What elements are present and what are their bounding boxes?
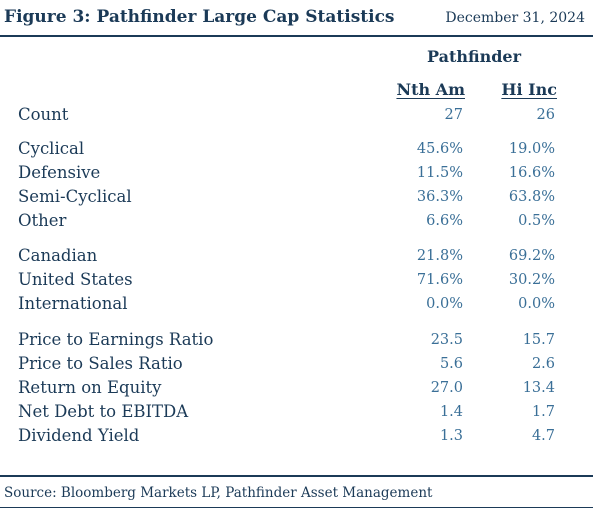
nth-am-value: 27 (444, 107, 463, 123)
row-label: Count (18, 105, 69, 124)
hi-inc-value: 1.7 (531, 404, 555, 420)
table-row: Count 27 26 (0, 105, 593, 129)
table-row: Cyclical 45.6% 19.0% (0, 139, 593, 163)
source-note: Source: Bloomberg Markets LP, Pathfinder… (4, 485, 433, 501)
nth-am-value: 1.4 (439, 404, 463, 420)
figure-header: Figure 3: Pathfinder Large Cap Statistic… (0, 0, 593, 37)
group-header: Pathfinder (426, 47, 522, 66)
hi-inc-value: 0.0% (518, 296, 555, 312)
nth-am-value: 1.3 (439, 428, 463, 444)
nth-am-value: 45.6% (416, 141, 463, 157)
row-label: Defensive (18, 163, 101, 182)
table-row: United States 71.6% 30.2% (0, 270, 593, 294)
hi-inc-value: 26 (536, 107, 555, 123)
row-label: Net Debt to EBITDA (18, 402, 189, 421)
row-label: United States (18, 270, 133, 289)
column-header-nth-am: Nth Am (396, 80, 465, 99)
nth-am-value: 21.8% (416, 248, 463, 264)
hi-inc-value: 16.6% (508, 165, 555, 181)
hi-inc-value: 15.7 (522, 332, 555, 348)
row-label: International (18, 294, 128, 313)
row-label: Price to Earnings Ratio (18, 330, 214, 349)
nth-am-value: 36.3% (416, 189, 463, 205)
row-label: Canadian (18, 246, 98, 265)
row-label: Dividend Yield (18, 426, 140, 445)
figure-title: Figure 3: Pathfinder Large Cap Statistic… (4, 7, 395, 27)
nth-am-value: 71.6% (416, 272, 463, 288)
table-row: Other 6.6% 0.5% (0, 211, 593, 235)
hi-inc-value: 4.7 (531, 428, 555, 444)
hi-inc-value: 69.2% (508, 248, 555, 264)
nth-am-value: 11.5% (416, 165, 463, 181)
nth-am-value: 6.6% (426, 213, 463, 229)
table-row: Canadian 21.8% 69.2% (0, 246, 593, 270)
table-row: Semi-Cyclical 36.3% 63.8% (0, 187, 593, 211)
footer-divider (0, 507, 593, 508)
figure-date: December 31, 2024 (445, 10, 585, 26)
hi-inc-value: 63.8% (508, 189, 555, 205)
hi-inc-value: 30.2% (508, 272, 555, 288)
nth-am-value: 5.6 (439, 356, 463, 372)
hi-inc-value: 19.0% (508, 141, 555, 157)
hi-inc-value: 2.6 (531, 356, 555, 372)
table-row: Return on Equity 27.0 13.4 (0, 378, 593, 402)
nth-am-value: 23.5 (430, 332, 463, 348)
bottom-divider (0, 475, 593, 477)
hi-inc-value: 13.4 (522, 380, 555, 396)
hi-inc-value: 0.5% (518, 213, 555, 229)
table-row: Price to Earnings Ratio 23.5 15.7 (0, 330, 593, 354)
table-row: Dividend Yield 1.3 4.7 (0, 426, 593, 450)
row-label: Other (18, 211, 67, 230)
table-row: Price to Sales Ratio 5.6 2.6 (0, 354, 593, 378)
row-label: Price to Sales Ratio (18, 354, 183, 373)
column-header-hi-inc: Hi Inc (501, 80, 557, 99)
row-label: Cyclical (18, 139, 85, 158)
row-label: Return on Equity (18, 378, 162, 397)
nth-am-value: 27.0 (430, 380, 463, 396)
table-row: International 0.0% 0.0% (0, 294, 593, 318)
row-label: Semi-Cyclical (18, 187, 132, 206)
nth-am-value: 0.0% (426, 296, 463, 312)
table-row: Defensive 11.5% 16.6% (0, 163, 593, 187)
table-row: Net Debt to EBITDA 1.4 1.7 (0, 402, 593, 426)
